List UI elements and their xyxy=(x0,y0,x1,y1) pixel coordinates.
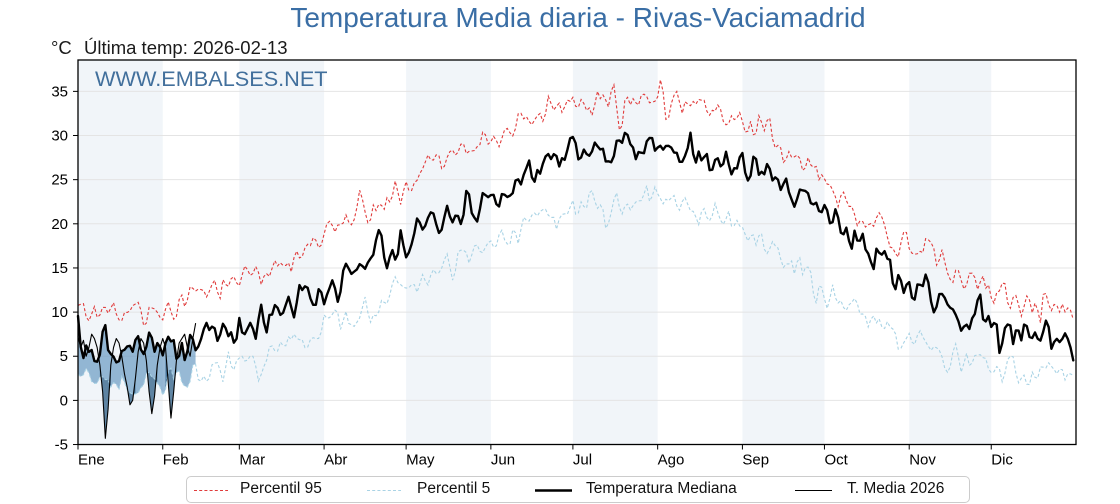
svg-text:35: 35 xyxy=(51,83,68,100)
svg-text:30: 30 xyxy=(51,128,68,145)
svg-text:Jul: Jul xyxy=(573,452,592,469)
svg-text:Ene: Ene xyxy=(78,452,105,469)
svg-text:Sep: Sep xyxy=(742,452,769,469)
svg-text:Oct: Oct xyxy=(824,452,848,469)
svg-text:10: 10 xyxy=(51,304,68,321)
svg-text:Jun: Jun xyxy=(491,452,515,469)
svg-text:0: 0 xyxy=(60,392,68,409)
svg-text:25: 25 xyxy=(51,172,68,189)
svg-text:15: 15 xyxy=(51,260,68,277)
svg-text:20: 20 xyxy=(51,216,68,233)
svg-text:Feb: Feb xyxy=(163,452,189,469)
svg-text:Mar: Mar xyxy=(239,452,265,469)
svg-text:Dic: Dic xyxy=(991,452,1013,469)
svg-text:May: May xyxy=(406,452,435,469)
svg-text:Ago: Ago xyxy=(658,452,685,469)
svg-text:-5: -5 xyxy=(55,437,68,454)
svg-text:5: 5 xyxy=(60,348,68,365)
svg-text:Nov: Nov xyxy=(909,452,936,469)
svg-text:Abr: Abr xyxy=(324,452,347,469)
